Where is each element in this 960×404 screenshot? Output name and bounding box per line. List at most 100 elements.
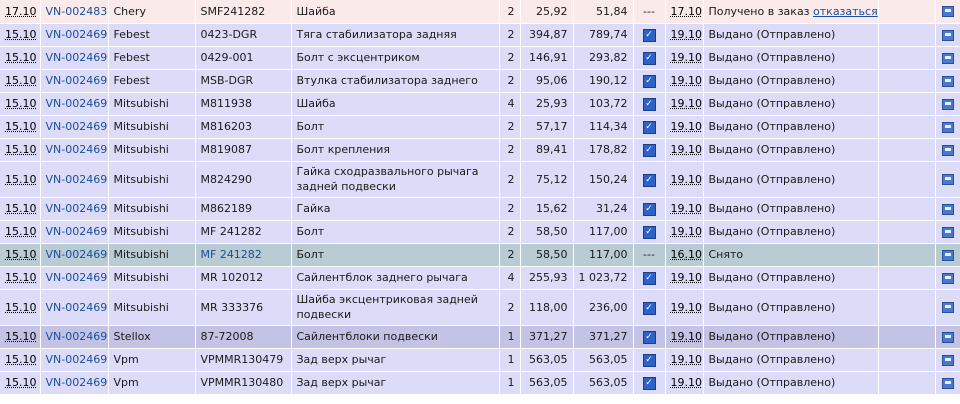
message-icon[interactable] — [941, 121, 954, 133]
check-cell[interactable]: ✓ — [633, 92, 666, 116]
message-icon[interactable] — [941, 29, 954, 41]
row-action-cell[interactable] — [935, 46, 960, 70]
order-date[interactable]: 15.10 — [0, 197, 41, 221]
order-number[interactable]: VN-0024698 — [40, 325, 109, 349]
status-date-text[interactable]: 19.10 — [670, 143, 703, 156]
order-number-text[interactable]: VN-0024839 — [45, 4, 108, 18]
row-action-cell[interactable] — [935, 289, 960, 326]
order-date-text[interactable]: 15.10 — [5, 330, 37, 343]
order-number-text[interactable]: VN-0024698 — [45, 97, 108, 110]
check-cell[interactable]: ✓ — [633, 197, 666, 221]
check-cell[interactable]: ✓ — [633, 266, 666, 290]
order-number-text[interactable]: VN-0024698 — [45, 143, 108, 156]
check-cell[interactable]: ✓ — [633, 69, 666, 93]
order-number-text[interactable]: VN-0024698 — [45, 271, 108, 284]
message-icon[interactable] — [941, 377, 954, 389]
order-number[interactable]: VN-0024698 — [40, 220, 109, 244]
message-icon[interactable] — [941, 52, 954, 64]
status-date-text[interactable]: 19.10 — [670, 202, 703, 215]
message-icon[interactable] — [941, 144, 954, 156]
status-date-cell[interactable]: 19.10 — [665, 325, 704, 349]
message-icon[interactable] — [941, 174, 954, 185]
order-date-text[interactable]: 15.10 — [5, 28, 37, 41]
row-action-cell[interactable] — [935, 161, 960, 198]
order-number-text[interactable]: VN-0024698 — [45, 376, 108, 389]
row-action-cell[interactable] — [935, 243, 960, 267]
order-number-text[interactable]: VN-0024698 — [45, 51, 108, 64]
message-icon[interactable] — [941, 98, 954, 110]
status-date-cell[interactable]: 19.10 — [665, 220, 704, 244]
order-date[interactable]: 15.10 — [0, 348, 41, 372]
status-date-cell[interactable]: 19.10 — [665, 197, 704, 221]
order-number-text[interactable]: VN-0024698 — [45, 120, 108, 133]
order-date[interactable]: 15.10 — [0, 138, 41, 162]
status-date-cell[interactable]: 19.10 — [665, 23, 704, 47]
checkbox-checked-icon[interactable]: ✓ — [642, 52, 656, 65]
checkbox-checked-icon[interactable]: ✓ — [642, 29, 656, 42]
order-number[interactable]: VN-0024698 — [40, 138, 109, 162]
order-number[interactable]: VN-0024698 — [40, 161, 109, 198]
message-icon[interactable] — [941, 354, 954, 366]
order-number[interactable]: VN-0024698 — [40, 46, 109, 70]
row-action-cell[interactable] — [935, 325, 960, 349]
row-action-cell[interactable] — [935, 220, 960, 244]
order-number-text[interactable]: VN-0024698 — [45, 225, 108, 238]
order-number-text[interactable]: VN-0024698 — [45, 172, 108, 186]
status-date-cell[interactable]: 19.10 — [665, 348, 704, 372]
status-date-cell[interactable]: 19.10 — [665, 115, 704, 139]
order-number[interactable]: VN-0024698 — [40, 197, 109, 221]
status-date-text[interactable]: 19.10 — [670, 300, 703, 314]
check-cell[interactable]: ✓ — [633, 23, 666, 47]
order-number-text[interactable]: VN-0024698 — [45, 353, 108, 366]
status-date-cell[interactable]: 19.10 — [665, 69, 704, 93]
order-date-text[interactable]: 15.10 — [5, 51, 37, 64]
order-number[interactable]: VN-0024698 — [40, 371, 109, 395]
order-date[interactable]: 15.10 — [0, 371, 41, 395]
checkbox-checked-icon[interactable]: ✓ — [642, 272, 656, 285]
order-date-text[interactable]: 15.10 — [5, 74, 37, 87]
order-number-text[interactable]: VN-0024698 — [45, 248, 108, 261]
order-date-text[interactable]: 15.10 — [5, 376, 37, 389]
check-cell[interactable]: ✓ — [633, 371, 666, 395]
row-action-cell[interactable] — [935, 23, 960, 47]
row-action-cell[interactable] — [935, 69, 960, 93]
status-date-cell[interactable]: 19.10 — [665, 161, 704, 198]
order-date[interactable]: 15.10 — [0, 46, 41, 70]
status-date-text[interactable]: 19.10 — [670, 330, 703, 343]
checkbox-checked-icon[interactable]: ✓ — [642, 121, 656, 134]
checkbox-checked-icon[interactable]: ✓ — [642, 75, 656, 88]
order-date-text[interactable]: 15.10 — [5, 143, 37, 156]
order-date[interactable]: 15.10 — [0, 161, 41, 198]
row-action-cell[interactable] — [935, 348, 960, 372]
order-number[interactable]: VN-0024698 — [40, 115, 109, 139]
message-icon[interactable] — [941, 226, 954, 238]
check-cell[interactable]: ✓ — [633, 115, 666, 139]
status-date-cell[interactable]: 19.10 — [665, 371, 704, 395]
order-date-text[interactable]: 15.10 — [5, 271, 37, 284]
status-date-text[interactable]: 19.10 — [670, 225, 703, 238]
order-number[interactable]: VN-0024698 — [40, 289, 109, 326]
status-date-cell[interactable]: 19.10 — [665, 289, 704, 326]
order-number[interactable]: VN-0024698 — [40, 69, 109, 93]
row-action-cell[interactable] — [935, 266, 960, 290]
order-number-text[interactable]: VN-0024698 — [45, 202, 108, 215]
order-date-text[interactable]: 15.10 — [5, 300, 37, 314]
order-number-text[interactable]: VN-0024698 — [45, 300, 108, 314]
status-date-cell[interactable]: 19.10 — [665, 138, 704, 162]
status-date-text[interactable]: 19.10 — [670, 120, 703, 133]
status-date-text[interactable]: 19.10 — [670, 28, 703, 41]
status-date-cell[interactable]: 17.10 — [665, 0, 704, 24]
checkbox-checked-icon[interactable]: ✓ — [642, 354, 656, 367]
checkbox-checked-icon[interactable]: ✓ — [642, 203, 656, 216]
status-date-text[interactable]: 17.10 — [670, 4, 703, 18]
order-date[interactable]: 15.10 — [0, 23, 41, 47]
row-action-cell[interactable] — [935, 138, 960, 162]
cancel-link[interactable]: отказаться — [813, 4, 878, 18]
order-number[interactable]: VN-0024698 — [40, 266, 109, 290]
status-date-cell[interactable]: 19.10 — [665, 92, 704, 116]
order-date[interactable]: 15.10 — [0, 115, 41, 139]
order-date[interactable]: 15.10 — [0, 289, 41, 326]
status-date-text[interactable]: 19.10 — [670, 51, 703, 64]
checkbox-checked-icon[interactable]: ✓ — [642, 331, 656, 344]
order-date[interactable]: 15.10 — [0, 69, 41, 93]
